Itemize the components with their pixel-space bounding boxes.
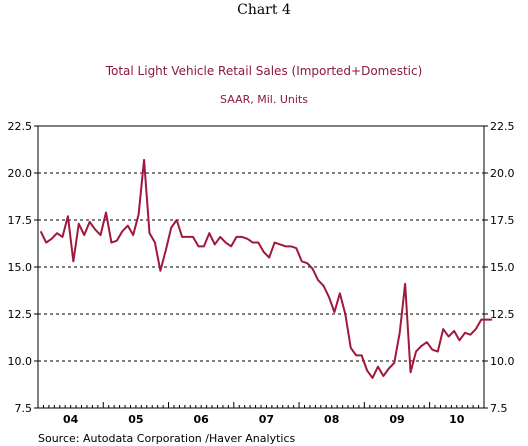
y-tick-label-right: 12.5	[490, 308, 515, 321]
gridlines	[38, 172, 484, 362]
y-tick-label-right: 15.0	[490, 261, 515, 274]
axis-ticks	[34, 125, 488, 409]
x-tick-label: 08	[324, 413, 339, 426]
tick-labels: 7.5 7.5 10.0 10.0 12.5 12.5 15.0 15.0 17.5 17.5 20…	[8, 120, 515, 426]
y-tick-label-right: 10.0	[490, 355, 515, 368]
chart-title: Total Light Vehicle Retail Sales (Import…	[105, 64, 423, 78]
y-tick-label-right: 7.5	[490, 402, 508, 415]
y-tick-label-left: 12.5	[8, 308, 33, 321]
y-tick-label-left: 22.5	[8, 120, 33, 133]
x-tick-label: 05	[128, 413, 143, 426]
y-tick-label-left: 7.5	[15, 402, 33, 415]
x-tick-label: 06	[194, 413, 210, 426]
y-tick-label-right: 22.5	[490, 120, 515, 133]
y-tick-label-right: 20.0	[490, 167, 515, 180]
y-tick-label-left: 17.5	[8, 214, 33, 227]
x-tick-label: 04	[63, 413, 79, 426]
x-tick-label: 09	[389, 413, 404, 426]
x-tick-label: 07	[259, 413, 274, 426]
chart-label: Chart 4	[237, 2, 291, 18]
y-tick-label-right: 17.5	[490, 214, 515, 227]
x-tick-label: 10	[449, 413, 465, 426]
chart-subtitle: SAAR, Mil. Units	[220, 93, 308, 106]
source-note: Source: Autodata Corporation /Haver Anal…	[38, 432, 296, 445]
series-line-retail-sales	[39, 158, 493, 379]
y-tick-label-left: 10.0	[8, 355, 33, 368]
y-tick-label-left: 20.0	[8, 167, 33, 180]
y-tick-label-left: 15.0	[8, 261, 33, 274]
